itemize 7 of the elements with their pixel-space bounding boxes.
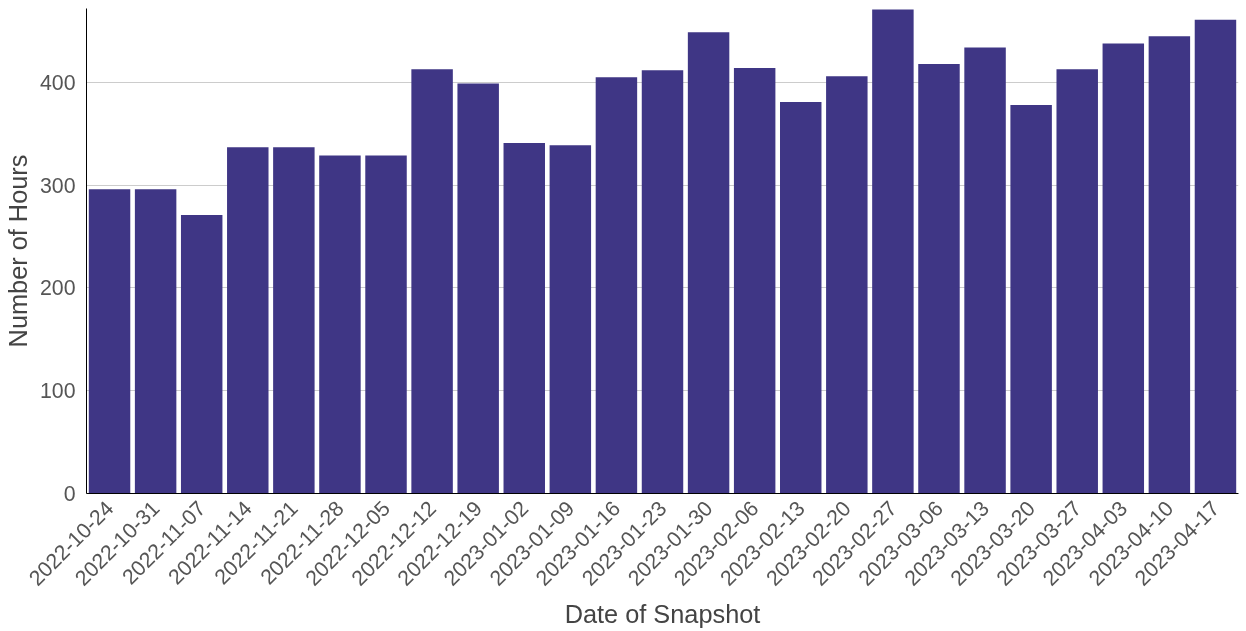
y-tick-label: 100 (39, 379, 76, 404)
x-axis-title: Date of Snapshot (564, 600, 761, 629)
y-axis-title: Number of Hours (3, 154, 32, 348)
y-tick-label: 0 (63, 482, 76, 506)
y-tick-label: 200 (39, 276, 76, 301)
y-tick-label: 300 (39, 173, 76, 198)
y-tick-label: 400 (39, 70, 76, 95)
